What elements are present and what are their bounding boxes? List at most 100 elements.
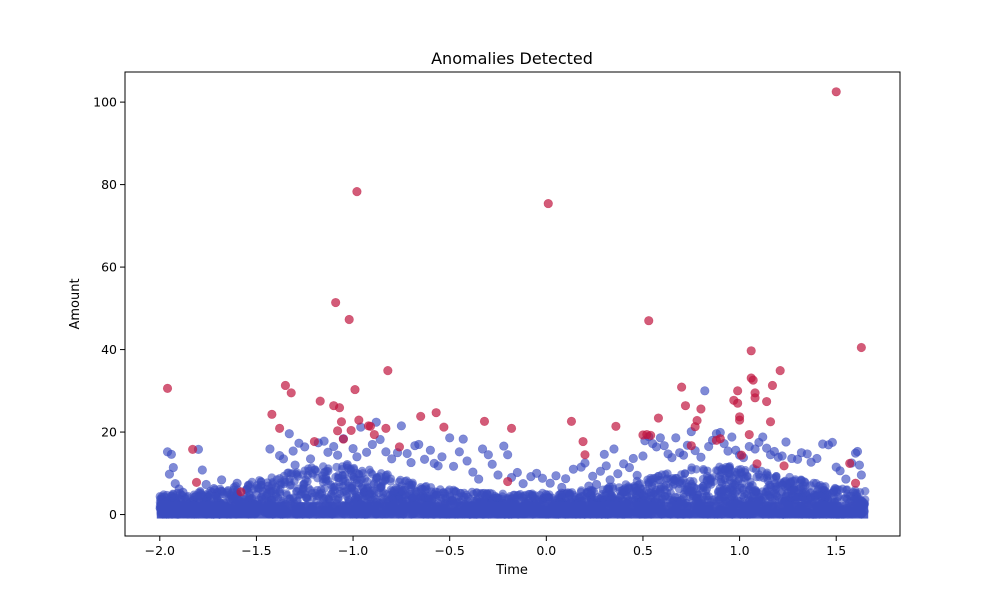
y-tick-label: 80	[101, 177, 117, 192]
anomaly-point	[188, 444, 198, 454]
data-point	[770, 486, 780, 495]
data-point	[842, 494, 852, 503]
data-point	[580, 458, 590, 468]
data-point	[360, 474, 370, 483]
data-point	[646, 487, 656, 496]
anomaly-point	[503, 476, 513, 487]
data-point	[591, 479, 602, 490]
data-point	[247, 477, 257, 487]
data-point	[535, 495, 544, 504]
data-point	[366, 468, 375, 477]
data-point	[673, 493, 682, 502]
data-point	[778, 481, 787, 490]
data-point	[702, 492, 711, 501]
x-tick-label: −2.0	[145, 543, 175, 558]
data-point	[482, 489, 492, 499]
anomaly-point	[696, 404, 706, 414]
data-point	[670, 479, 679, 489]
data-point	[416, 493, 425, 503]
data-point	[751, 486, 761, 495]
data-point	[328, 483, 337, 492]
data-point	[651, 442, 662, 452]
data-point	[420, 482, 430, 492]
anomaly-point	[344, 314, 354, 325]
data-point	[632, 470, 642, 480]
anomaly-point	[236, 487, 246, 497]
data-point	[345, 481, 354, 491]
plot-area	[124, 71, 901, 537]
x-axis: −2.0 −1.5 −1.0 −0.5 0.0 0.5 1.0 1.5	[145, 536, 846, 558]
data-point	[273, 493, 283, 502]
anomaly-point	[332, 426, 343, 436]
data-point	[472, 495, 481, 504]
data-point	[663, 469, 672, 478]
data-point	[800, 477, 809, 486]
data-point	[178, 487, 188, 497]
anomaly-point	[686, 441, 696, 451]
anomaly-point	[578, 436, 588, 447]
data-point	[462, 456, 472, 466]
x-tick-label: 1.5	[826, 543, 846, 558]
data-point	[588, 471, 598, 481]
y-tick-label: 60	[101, 260, 117, 275]
data-point	[402, 448, 412, 459]
data-point	[613, 469, 623, 479]
anomaly-point	[746, 346, 756, 356]
data-point	[223, 487, 232, 496]
data-point	[352, 452, 362, 462]
data-point	[794, 493, 803, 502]
anomaly-point	[275, 423, 285, 433]
data-point	[632, 486, 642, 495]
data-point	[278, 454, 289, 464]
data-point	[680, 469, 690, 478]
anomaly-point	[191, 477, 202, 487]
data-point	[320, 484, 329, 494]
data-point	[678, 450, 689, 460]
data-point	[377, 483, 386, 492]
data-point	[551, 471, 561, 481]
chart-title: Anomalies Detected	[431, 49, 593, 68]
anomaly-point	[315, 396, 325, 406]
data-point	[168, 489, 178, 499]
x-tick-label: 0.5	[633, 543, 653, 558]
anomaly-point	[331, 297, 341, 308]
data-point	[306, 486, 315, 495]
data-point	[720, 465, 729, 475]
y-axis-label: Amount	[68, 278, 83, 329]
anomaly-point	[715, 434, 725, 444]
data-point	[289, 493, 298, 502]
data-point	[448, 461, 459, 471]
anomaly-point	[653, 413, 664, 423]
data-point	[622, 486, 631, 495]
y-tick-label: 20	[101, 425, 117, 440]
anomaly-point	[765, 417, 776, 427]
data-point	[313, 473, 322, 483]
data-point	[493, 470, 503, 480]
data-point	[812, 453, 822, 464]
data-point	[835, 466, 845, 476]
data-point	[419, 454, 430, 464]
data-point	[542, 490, 552, 500]
data-point	[615, 493, 624, 502]
anomaly-point	[831, 87, 841, 97]
anomaly-point	[845, 458, 855, 469]
data-point	[763, 476, 772, 485]
data-point	[651, 473, 660, 483]
x-tick-label: −0.5	[435, 543, 465, 558]
data-point	[291, 469, 301, 478]
data-point	[728, 482, 737, 491]
data-point	[557, 482, 567, 492]
data-point	[398, 486, 407, 496]
data-point	[703, 473, 713, 483]
data-point	[582, 488, 592, 497]
y-tick-label: 100	[93, 95, 117, 110]
data-point	[232, 478, 242, 488]
data-point	[827, 437, 837, 447]
anomaly-point	[733, 386, 743, 396]
data-point	[348, 443, 358, 454]
data-point	[681, 479, 691, 488]
data-point	[477, 444, 488, 454]
data-point	[319, 493, 328, 503]
data-point	[726, 465, 735, 475]
data-point	[813, 489, 822, 499]
